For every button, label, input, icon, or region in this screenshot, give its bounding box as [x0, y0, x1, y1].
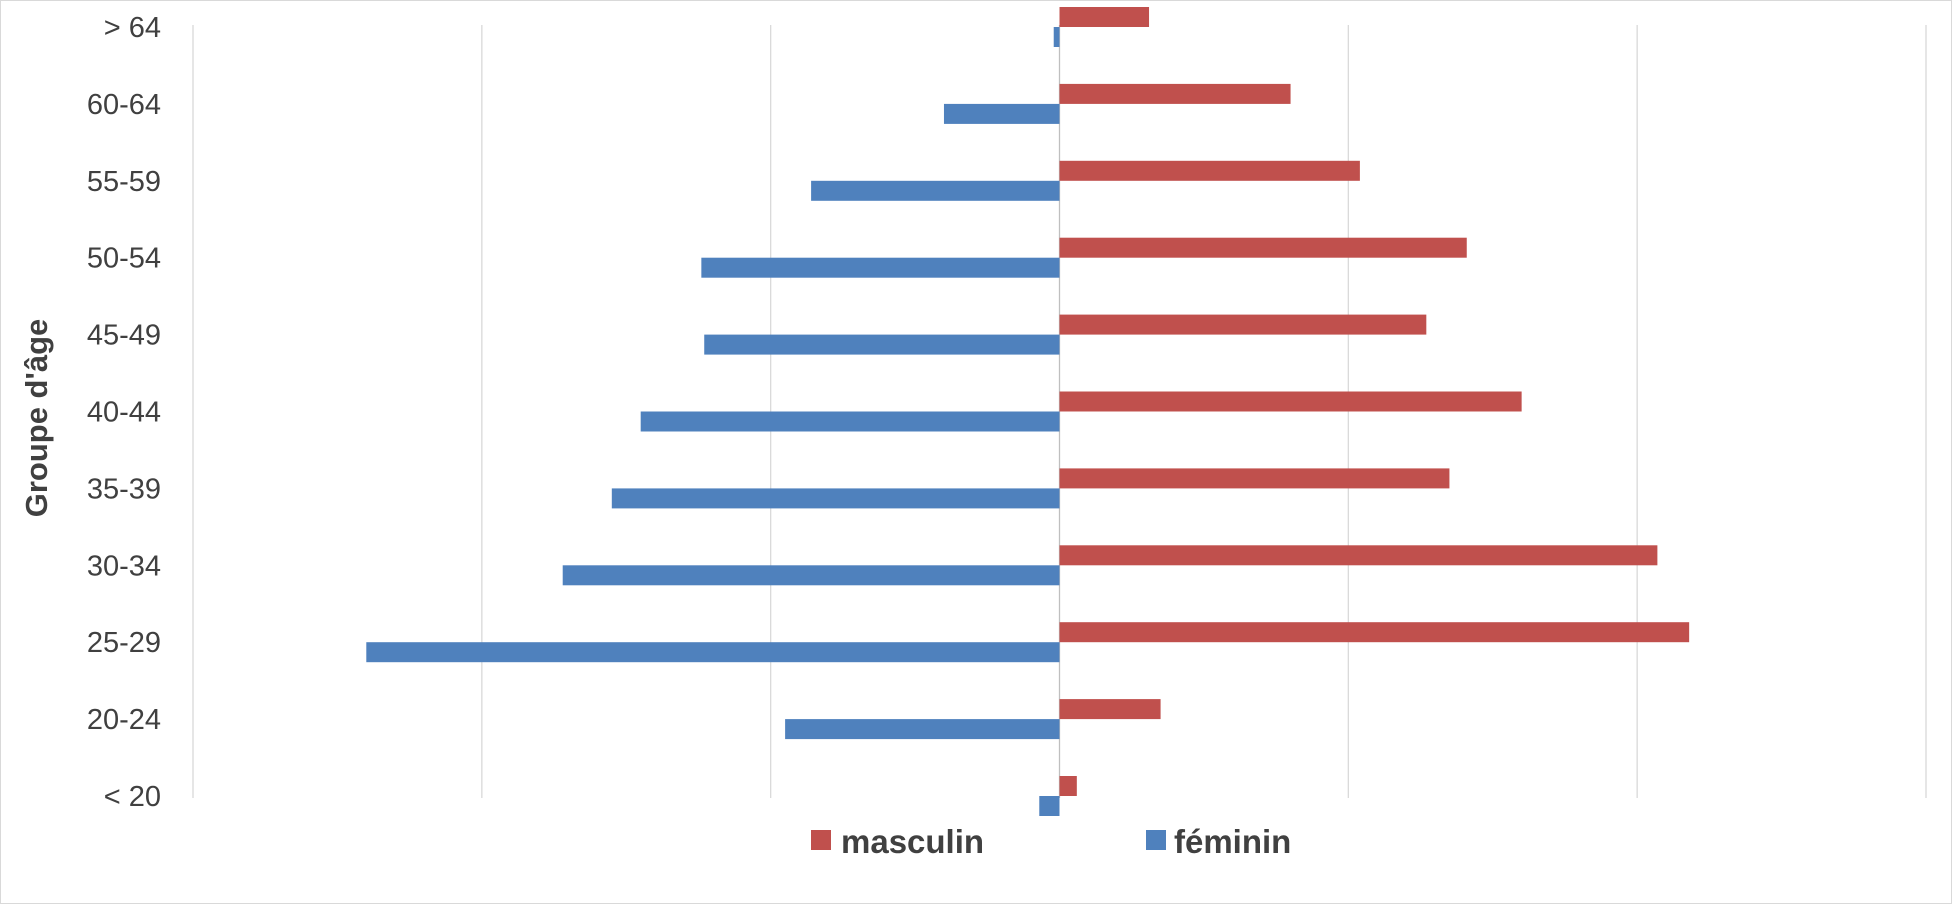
bar-masculin [1059, 391, 1522, 412]
bar-masculin [1059, 622, 1690, 643]
bar-feminin [785, 719, 1060, 740]
bar-masculin [1059, 83, 1291, 104]
bar-feminin [562, 565, 1060, 586]
y-tick-label: < 20 [104, 781, 161, 813]
bars [366, 7, 1690, 816]
y-axis-title: Groupe d'âge [19, 319, 54, 518]
bar-feminin [1039, 796, 1060, 816]
category-labels: < 20 20-24 25-29 30-34 35-39 40-44 45-49 50-54 5… [87, 12, 161, 813]
y-tick-label: 55-59 [87, 166, 161, 198]
bar-masculin [1059, 237, 1467, 258]
bar-feminin [640, 411, 1060, 432]
y-tick-label: 30-34 [87, 550, 161, 582]
bar-masculin [1059, 699, 1161, 720]
bar-feminin [704, 334, 1060, 355]
legend-swatch-feminin [1146, 830, 1166, 850]
bar-feminin [701, 257, 1060, 278]
legend-swatch-masculin [811, 830, 831, 850]
y-tick-label: > 64 [104, 12, 161, 44]
bar-masculin [1059, 314, 1427, 335]
bar-masculin [1059, 468, 1450, 489]
y-tick-label: 45-49 [87, 320, 161, 352]
bar-masculin [1059, 7, 1150, 27]
y-tick-label: 40-44 [87, 397, 161, 429]
legend-label-feminin: féminin [1174, 823, 1291, 860]
y-tick-label: 60-64 [87, 89, 161, 121]
legend: masculin féminin [811, 823, 1291, 860]
bar-masculin [1059, 776, 1077, 796]
bar-feminin [366, 642, 1060, 663]
bar-feminin [811, 180, 1060, 201]
bar-feminin [943, 103, 1060, 124]
legend-label-masculin: masculin [841, 823, 984, 860]
y-tick-label: 20-24 [87, 704, 161, 736]
y-tick-label: 50-54 [87, 243, 161, 275]
bar-masculin [1059, 160, 1360, 181]
bar-feminin [611, 488, 1060, 509]
bar-feminin [1053, 27, 1060, 47]
y-tick-label: 25-29 [87, 627, 161, 659]
bar-masculin [1059, 545, 1658, 566]
y-tick-label: 35-39 [87, 473, 161, 505]
